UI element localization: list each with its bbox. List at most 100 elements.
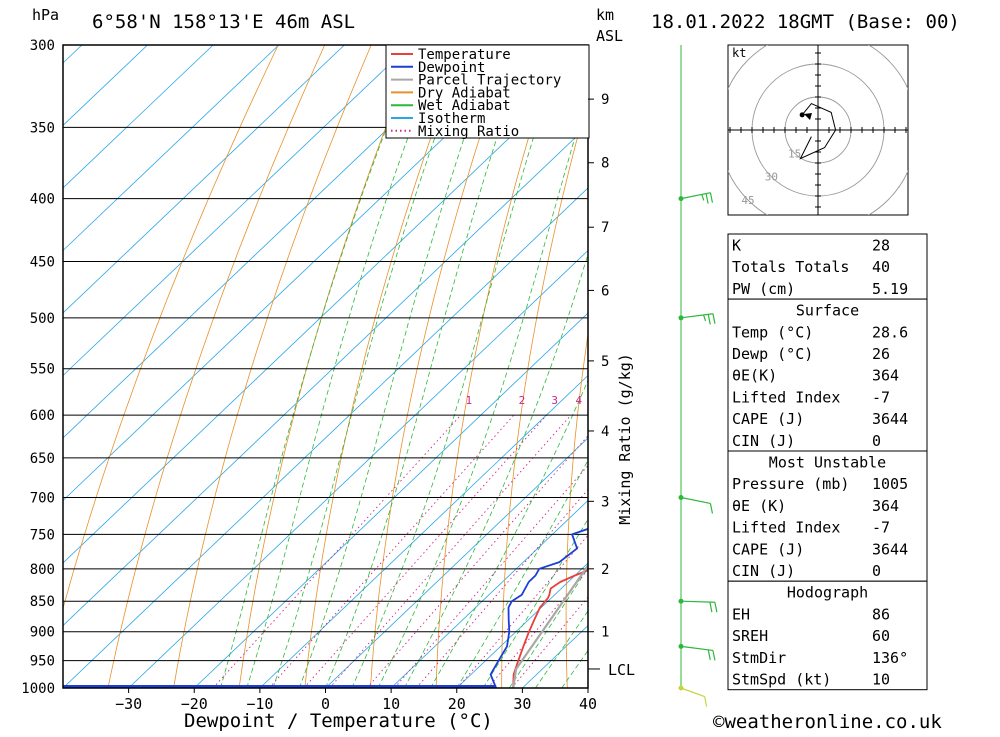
hodograph-unit-label: kt	[732, 46, 746, 60]
stats-value: 10	[872, 671, 890, 689]
dry-adiabat-line	[108, 45, 325, 688]
stats-label: PW (cm)	[732, 280, 795, 298]
hodograph-ring-label: 30	[765, 171, 778, 184]
stats-label: EH	[732, 605, 750, 623]
legend-entry: Mixing Ratio	[418, 124, 519, 140]
wet-adiabat-line	[404, 45, 649, 688]
wet-adiabat-line	[221, 45, 419, 688]
datetime-title: 18.01.2022 18GMT (Base: 00)	[651, 11, 960, 33]
stats-label: Totals Totals	[732, 258, 849, 276]
stats-value: 364	[872, 367, 899, 385]
hpa-label: hPa	[32, 6, 59, 24]
pressure-tick-label: 800	[30, 562, 55, 578]
wet-adiabat-line	[352, 45, 563, 688]
isotherm-line	[63, 45, 738, 688]
mixing-ratio-label: 10	[654, 394, 667, 407]
credit-text: ©weatheronline.co.uk	[713, 711, 942, 733]
stats-label: Dewp (°C)	[732, 345, 813, 363]
stats-label: θE (K)	[732, 497, 786, 515]
stats-label: Temp (°C)	[732, 323, 813, 341]
dry-adiabat-line	[239, 45, 418, 688]
dry-adiabat-line	[628, 45, 697, 688]
wind-barb-shaft	[681, 601, 715, 602]
stats-label: Lifted Index	[732, 519, 840, 537]
wind-barb-shaft	[681, 688, 705, 697]
km-tick-label: 9	[601, 92, 609, 108]
stats-value: 0	[872, 562, 881, 580]
wind-barb-flag	[713, 650, 715, 660]
stats-table-title: Surface	[796, 302, 859, 320]
wind-barb-flag	[713, 314, 715, 324]
mixing-ratio-axis-title: Mixing Ratio (g/kg)	[616, 353, 634, 525]
stats-value: 364	[872, 497, 899, 515]
pressure-tick-label: 750	[30, 527, 55, 543]
pressure-tick-label: 400	[30, 192, 55, 208]
stats-label: Pressure (mb)	[732, 475, 849, 493]
stats-value: 3644	[872, 410, 908, 428]
stats-value: 60	[872, 627, 890, 645]
stats-label: CIN (J)	[732, 432, 795, 450]
dry-adiabat-line	[966, 45, 1000, 688]
stats-value: 26	[872, 345, 890, 363]
km-tick-label: 1	[601, 625, 609, 641]
pressure-tick-label: 350	[30, 120, 55, 136]
hodograph-ring-label: 15	[788, 147, 801, 160]
lcl-label: LCL	[608, 661, 635, 679]
stats-label: SREH	[732, 627, 768, 645]
isotherm-line	[0, 45, 541, 688]
stats-value: 86	[872, 605, 890, 623]
wet-adiabat-line	[273, 45, 469, 688]
wind-barb-flag	[708, 314, 710, 324]
isotherm-line	[0, 45, 410, 688]
wind-barb-flag	[710, 602, 712, 612]
mixing-ratio-label: 3	[551, 394, 558, 407]
storm-motion-dot	[800, 112, 805, 117]
km-tick-label: 4	[601, 424, 609, 440]
wet-adiabat-line	[247, 45, 443, 688]
pressure-tick-label: 700	[30, 491, 55, 507]
stats-label: θE(K)	[732, 367, 777, 385]
wind-barb-flag	[710, 193, 712, 203]
x-tick-label: 40	[579, 695, 597, 713]
mixing-ratio-label: 4	[576, 394, 583, 407]
mixing-ratio-label: 8	[637, 394, 644, 407]
stats-label: Lifted Index	[732, 388, 840, 406]
wind-barb-flag	[715, 602, 717, 612]
km-tick-label: 5	[601, 354, 609, 370]
stats-value: 28	[872, 237, 890, 255]
pressure-tick-label: 300	[30, 38, 55, 54]
x-axis-title: Dewpoint / Temperature (°C)	[184, 710, 493, 732]
dry-adiabat-line	[371, 45, 511, 688]
km-tick-label: 6	[601, 283, 609, 299]
wind-barb-flag	[704, 315, 706, 321]
stats-value: 40	[872, 258, 890, 276]
stats-value: 28.6	[872, 323, 908, 341]
stats-table-title: Most Unstable	[769, 454, 886, 472]
mixing-ratio-line	[213, 415, 461, 688]
stats-value: 5.19	[872, 280, 908, 298]
pressure-tick-label: 1000	[21, 681, 55, 697]
isotherm-line	[0, 45, 672, 688]
isotherm-line	[129, 45, 804, 688]
isotherm-line	[0, 45, 148, 688]
stats-label: StmSpd (kt)	[732, 671, 831, 689]
pressure-tick-label: 450	[30, 255, 55, 271]
stats-label: CAPE (J)	[732, 410, 804, 428]
stats-value: 0	[872, 432, 881, 450]
location-title: 6°58'N 158°13'E 46m ASL	[92, 11, 355, 33]
pressure-tick-label: 850	[30, 594, 55, 610]
km-label: km	[596, 6, 614, 24]
km-tick-label: 7	[601, 220, 609, 236]
wet-adiabat-line	[457, 45, 764, 688]
wind-barb-flag	[708, 650, 710, 660]
isotherm-line	[0, 45, 607, 688]
pressure-tick-label: 600	[30, 408, 55, 424]
x-tick-label: 30	[513, 695, 531, 713]
stats-label: StmDir	[732, 649, 786, 667]
wind-barb-flag	[702, 194, 704, 200]
km-tick-label: 2	[601, 562, 609, 578]
stats-value: 1005	[872, 475, 908, 493]
